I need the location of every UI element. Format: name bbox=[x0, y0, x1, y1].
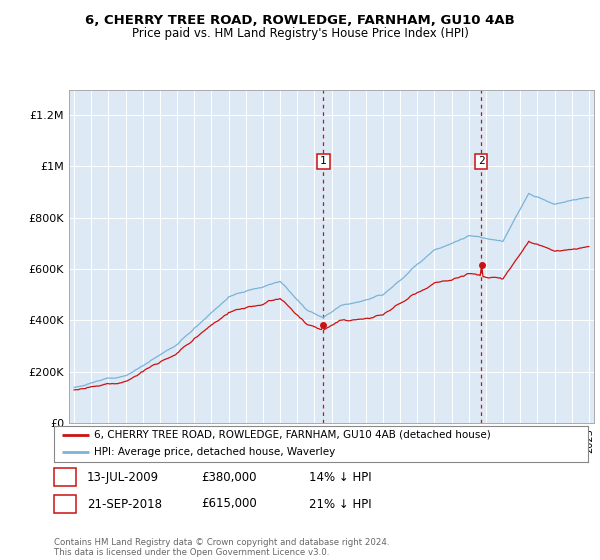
Text: 2: 2 bbox=[61, 497, 68, 511]
Text: £380,000: £380,000 bbox=[201, 470, 257, 484]
Text: 21% ↓ HPI: 21% ↓ HPI bbox=[309, 497, 371, 511]
Text: 21-SEP-2018: 21-SEP-2018 bbox=[87, 497, 162, 511]
Text: 1: 1 bbox=[61, 470, 68, 484]
Text: Contains HM Land Registry data © Crown copyright and database right 2024.
This d: Contains HM Land Registry data © Crown c… bbox=[54, 538, 389, 557]
Text: 6, CHERRY TREE ROAD, ROWLEDGE, FARNHAM, GU10 4AB: 6, CHERRY TREE ROAD, ROWLEDGE, FARNHAM, … bbox=[85, 14, 515, 27]
Text: 2: 2 bbox=[478, 156, 484, 166]
Text: 14% ↓ HPI: 14% ↓ HPI bbox=[309, 470, 371, 484]
Text: 6, CHERRY TREE ROAD, ROWLEDGE, FARNHAM, GU10 4AB (detached house): 6, CHERRY TREE ROAD, ROWLEDGE, FARNHAM, … bbox=[94, 430, 491, 440]
Text: HPI: Average price, detached house, Waverley: HPI: Average price, detached house, Wave… bbox=[94, 447, 335, 457]
Text: Price paid vs. HM Land Registry's House Price Index (HPI): Price paid vs. HM Land Registry's House … bbox=[131, 27, 469, 40]
Text: £615,000: £615,000 bbox=[201, 497, 257, 511]
Text: 13-JUL-2009: 13-JUL-2009 bbox=[87, 470, 159, 484]
Text: 1: 1 bbox=[320, 156, 327, 166]
